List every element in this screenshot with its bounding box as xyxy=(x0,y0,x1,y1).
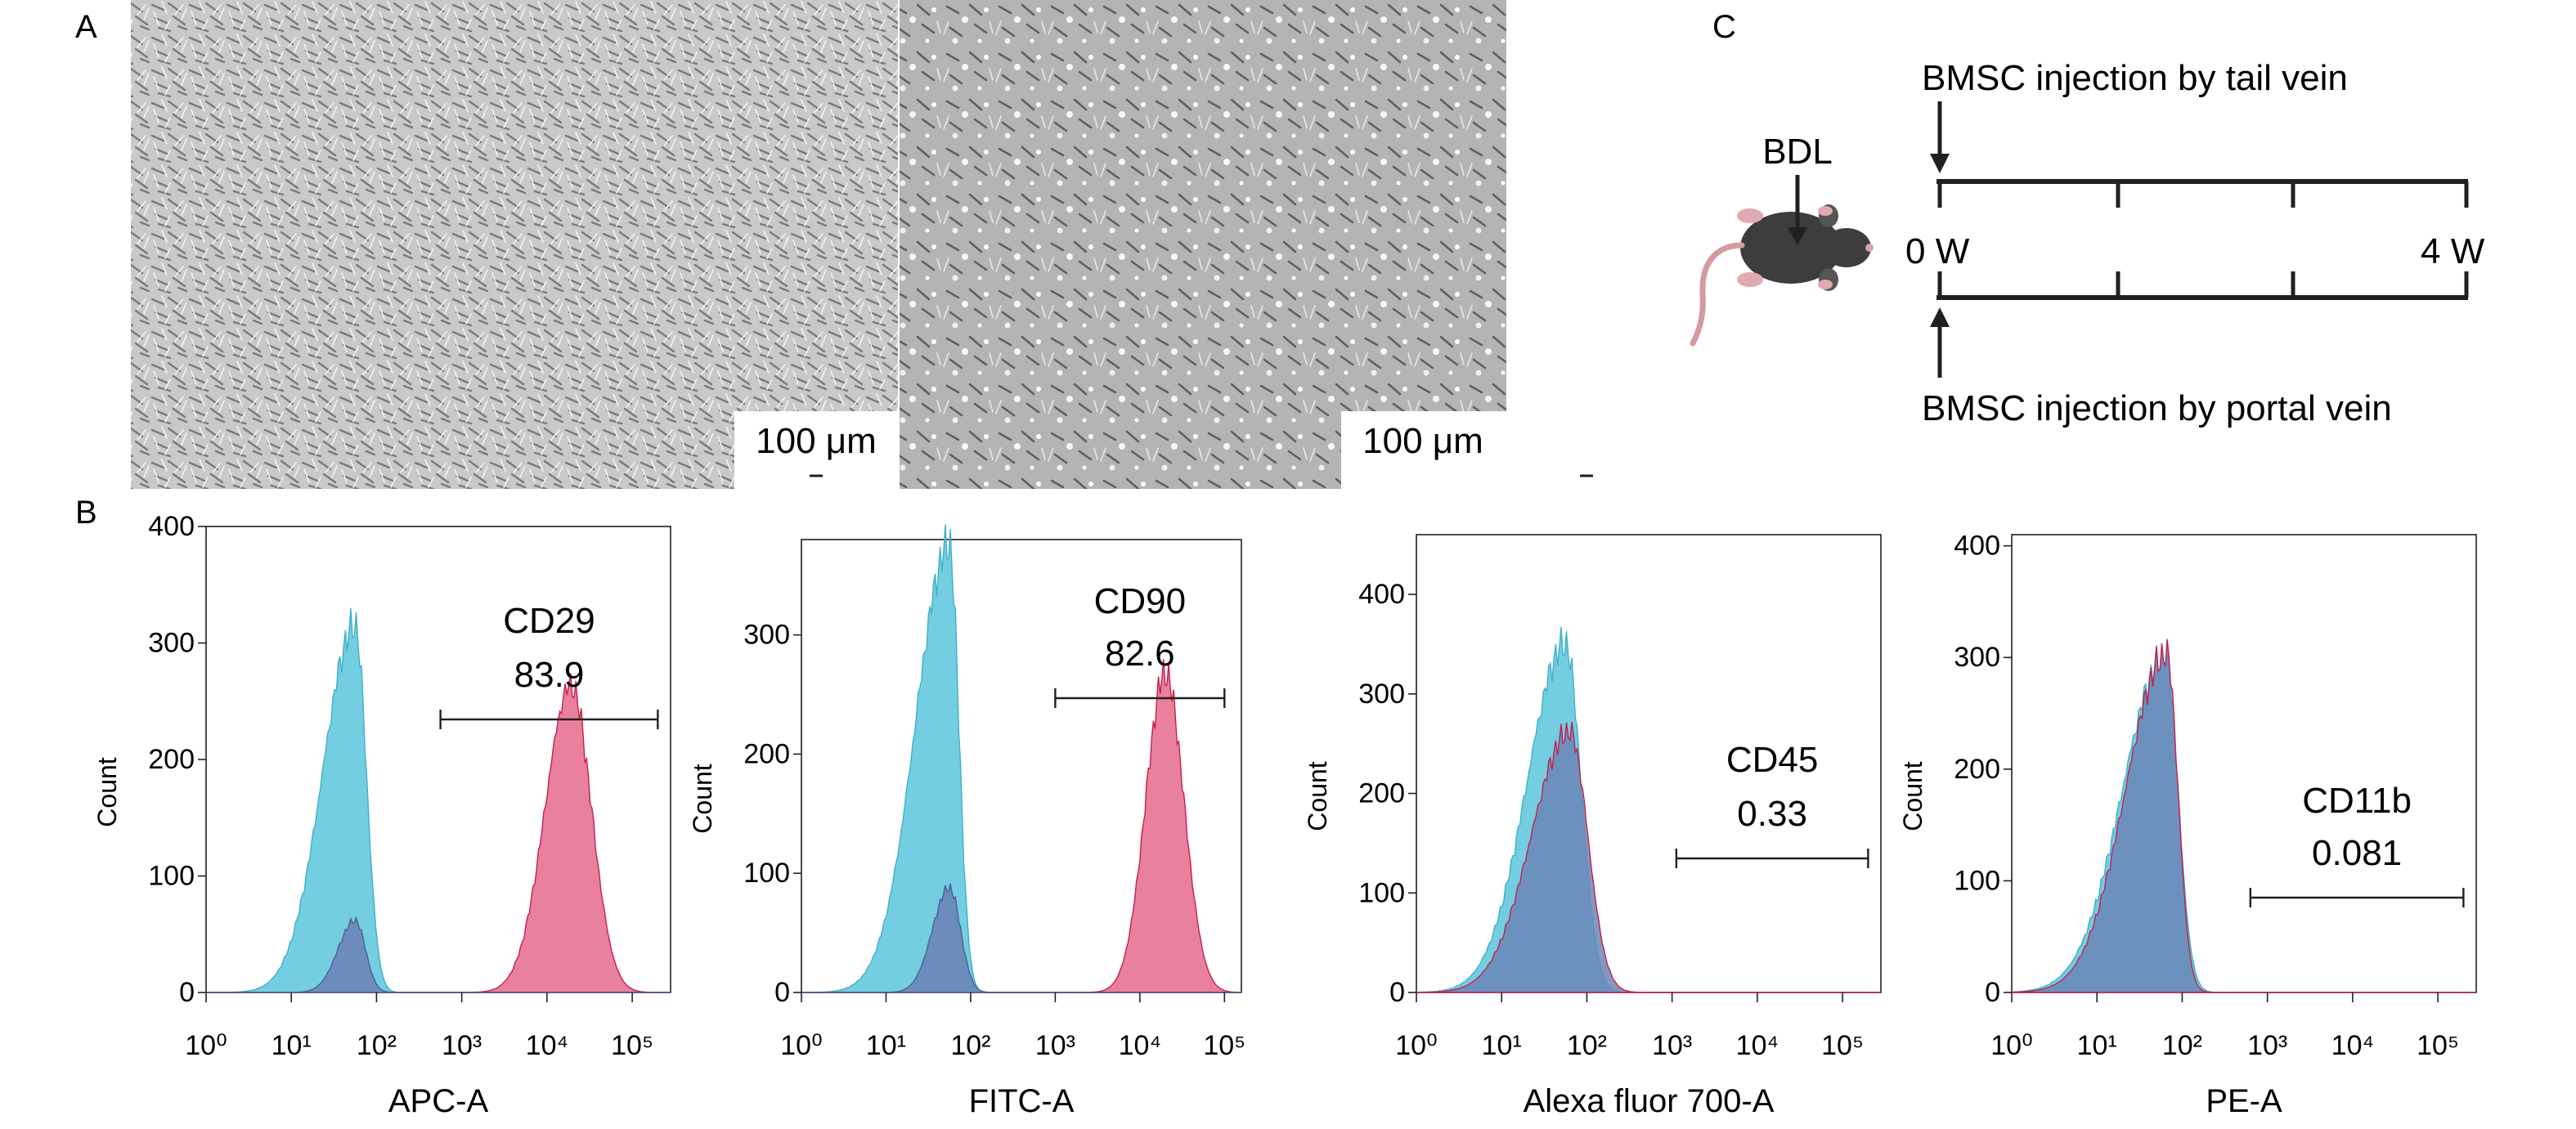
flow-histograms: 0 100 200 300 400 10⁰ 10¹ 10² 10³ 10⁴ 10⁵ APC-A Coun… xyxy=(92,511,2477,1119)
y-axis-title: Count xyxy=(1898,761,1928,831)
x-tick-label: 10³ xyxy=(2247,1030,2287,1061)
y-tick-label: 400 xyxy=(148,511,195,542)
bottom-arrowhead xyxy=(1930,307,1950,327)
scale-bar-label-2: 100 μm xyxy=(1362,421,1483,461)
y-axis-title: Count xyxy=(92,757,122,827)
y-tick-label: 200 xyxy=(1954,754,2000,785)
x-tick-label: 10⁴ xyxy=(526,1030,568,1061)
x-tick-label: 10¹ xyxy=(2077,1030,2117,1061)
x-tick-label: 10⁵ xyxy=(2417,1030,2459,1061)
x-tick-label: 10² xyxy=(950,1030,990,1061)
x-tick-label: 10⁴ xyxy=(2331,1030,2374,1061)
x-tick-label: 10³ xyxy=(1652,1030,1692,1061)
y-axis-title: Count xyxy=(688,764,717,834)
x-tick-label: 10⁵ xyxy=(1203,1030,1245,1061)
series-stained xyxy=(2011,638,2476,993)
micrograph-2: 100 μm xyxy=(900,0,1593,489)
y-tick-label: 0 xyxy=(1985,977,2000,1008)
x-tick-label: 10² xyxy=(357,1030,397,1061)
series-stained xyxy=(801,659,1242,993)
x-tick-label: 10⁴ xyxy=(1736,1030,1779,1061)
y-tick-label: 200 xyxy=(148,744,195,775)
bdl-arrowhead xyxy=(1788,227,1807,245)
series-stained xyxy=(1416,721,1881,993)
x-tick-label: 10⁰ xyxy=(780,1030,822,1061)
x-tick-label: 10³ xyxy=(442,1030,482,1061)
x-tick-label: 10¹ xyxy=(866,1030,906,1061)
histogram-cd45: 0 100 200 300 400 10⁰ 10¹ 10² 10³ 10⁴ 10⁵ Alexa flu… xyxy=(1303,534,1882,1119)
series-control xyxy=(1416,626,1881,993)
gate-marker-name: CD29 xyxy=(503,601,595,641)
micrograph-2-image xyxy=(900,0,1506,489)
y-tick-label: 400 xyxy=(1358,579,1405,610)
series-stained-low xyxy=(206,916,671,993)
series-stained xyxy=(206,673,671,993)
y-tick-label: 200 xyxy=(1358,778,1405,809)
gate-percent: 0.33 xyxy=(1737,794,1807,834)
plot-frame xyxy=(2011,534,2477,993)
scale-bar-box-2 xyxy=(1341,411,1506,489)
end-label: 4 W xyxy=(2421,231,2485,271)
y-tick-label: 400 xyxy=(1954,531,2000,562)
histogram-cd11b: 0 100 200 300 400 10⁰ 10¹ 10² 10³ 10⁴ 10⁵ PE-A Count… xyxy=(1898,531,2477,1119)
x-tick-label: 10⁰ xyxy=(185,1030,227,1061)
mouse-icon xyxy=(1690,204,1874,347)
x-tick-label: 10⁴ xyxy=(1119,1030,1161,1061)
panel-label-b: B xyxy=(75,495,97,531)
gate-percent: 0.081 xyxy=(2312,833,2402,873)
top-injection-label: BMSC injection by tail vein xyxy=(1922,58,2348,98)
gate-marker-name: CD90 xyxy=(1094,581,1187,621)
x-tick-label: 10⁰ xyxy=(1990,1030,2032,1061)
x-tick-label: 10¹ xyxy=(272,1030,312,1061)
y-tick-label: 300 xyxy=(148,628,195,659)
x-axis-title: PE-A xyxy=(2206,1083,2282,1119)
x-axis-title: FITC-A xyxy=(969,1083,1075,1119)
y-tick-label: 100 xyxy=(148,861,195,892)
x-tick-label: 10⁵ xyxy=(611,1030,653,1061)
x-tick-label: 10² xyxy=(2162,1030,2202,1061)
y-tick-label: 0 xyxy=(774,977,790,1008)
gate-marker-name: CD45 xyxy=(1726,740,1819,780)
start-label: 0 W xyxy=(1905,231,1970,271)
x-tick-label: 10² xyxy=(1567,1030,1607,1061)
gate-percent: 83.9 xyxy=(514,655,585,695)
x-tick-label: 10³ xyxy=(1035,1030,1075,1061)
x-axis-title: APC-A xyxy=(388,1083,489,1119)
y-tick-label: 300 xyxy=(1954,642,2000,673)
bdl-label: BDL xyxy=(1762,132,1833,172)
y-tick-label: 300 xyxy=(1358,679,1405,710)
y-tick-label: 0 xyxy=(179,977,195,1008)
micrograph-1-image xyxy=(131,0,898,489)
gate-percent: 82.6 xyxy=(1105,634,1175,674)
timeline: BDL BMSC injection by tail vein 0 W 4 W … xyxy=(1690,58,2485,428)
micrograph-1: 100 μm xyxy=(131,0,898,489)
y-tick-label: 100 xyxy=(743,858,790,889)
top-arrowhead xyxy=(1930,154,1950,173)
x-tick-label: 10¹ xyxy=(1482,1030,1522,1061)
micrograph-2-edge xyxy=(1506,0,1508,489)
y-axis-title: Count xyxy=(1303,761,1332,831)
series-stained-low xyxy=(801,883,1241,993)
panel-label-c: C xyxy=(1712,9,1736,45)
y-tick-label: 300 xyxy=(743,620,790,651)
panel-label-a: A xyxy=(75,9,97,45)
scale-bar-label-1: 100 μm xyxy=(756,421,877,461)
histogram-cd29: 0 100 200 300 400 10⁰ 10¹ 10² 10³ 10⁴ 10⁵ APC-A Coun… xyxy=(92,511,671,1119)
y-tick-label: 100 xyxy=(1358,877,1405,908)
bottom-injection-label: BMSC injection by portal vein xyxy=(1922,388,2392,428)
histogram-cd90: 0 100 200 300 10⁰ 10¹ 10² 10³ 10⁴ 10⁵ FITC-A Count C… xyxy=(688,524,1245,1119)
y-tick-label: 100 xyxy=(1954,865,2000,896)
y-tick-label: 200 xyxy=(743,738,790,769)
x-axis-title: Alexa fluor 700-A xyxy=(1524,1083,1775,1119)
x-tick-label: 10⁵ xyxy=(1821,1030,1864,1061)
gate-marker-name: CD11b xyxy=(2302,781,2412,821)
y-tick-label: 0 xyxy=(1389,977,1405,1008)
x-tick-label: 10⁰ xyxy=(1395,1030,1437,1061)
